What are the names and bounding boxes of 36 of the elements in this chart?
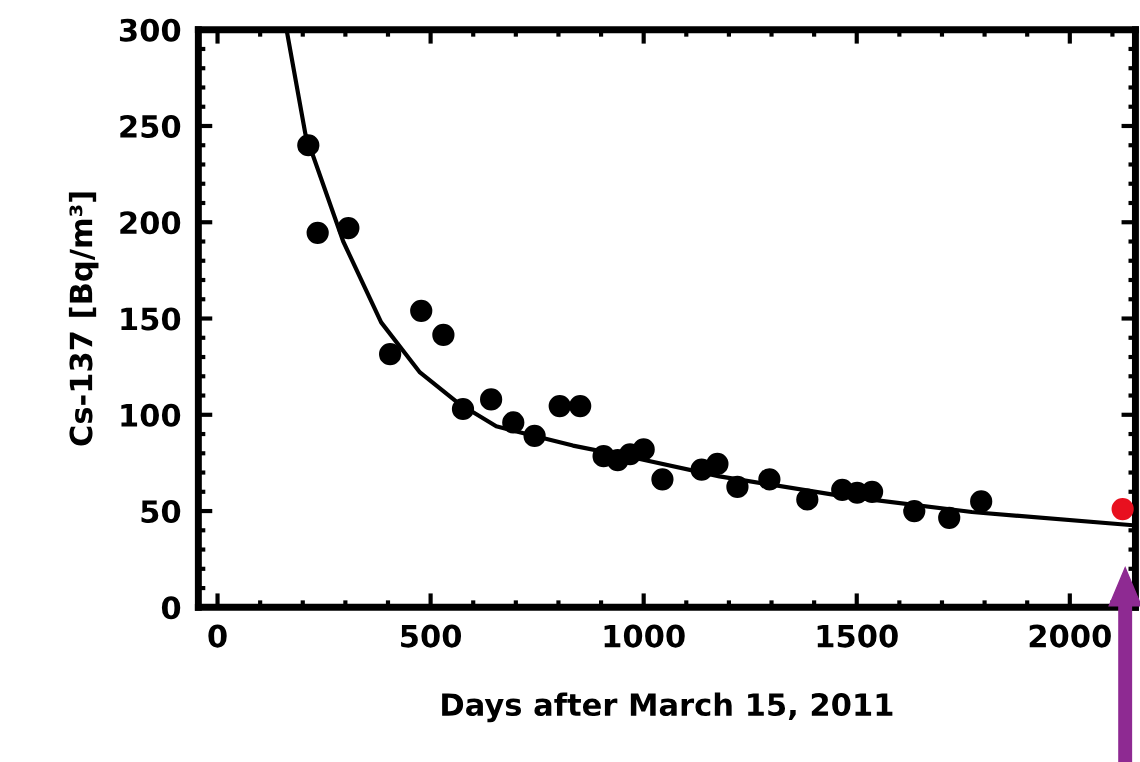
point [706,452,729,475]
point [796,488,819,511]
y-axis-title: Cs-137 [Bq/m³] [68,192,99,446]
point [548,395,571,418]
y-tick-label: 0 [161,596,181,620]
point [480,388,503,411]
y-tick-label: 150 [121,307,181,331]
point [569,395,592,418]
point [938,506,961,529]
point [297,134,320,157]
x-tick-label: 0 [208,624,227,648]
y-tick-label: 300 [119,18,181,42]
point [903,499,926,523]
point [379,343,402,366]
point [970,490,993,513]
point [451,397,475,421]
x-tick-label: 2000 [1029,624,1111,648]
y-tick-label: 50 [141,499,181,524]
y-tick-label: 100 [121,403,181,427]
point [337,216,360,240]
point [1111,498,1134,521]
x-tick-label: 1500 [817,624,898,648]
point [523,424,546,448]
point [726,475,749,499]
point [758,468,781,491]
x-tick-label: 500 [401,624,462,648]
y-tick-label: 200 [120,211,181,235]
x-axis-title: Days after March 15, 2011 [442,692,893,723]
x-tick-label: 1000 [604,624,685,648]
point [410,299,433,322]
point [651,468,674,491]
y-tick-label: 250 [120,114,181,139]
point [632,438,655,461]
point [502,411,525,434]
point [432,323,455,346]
point [306,221,329,244]
